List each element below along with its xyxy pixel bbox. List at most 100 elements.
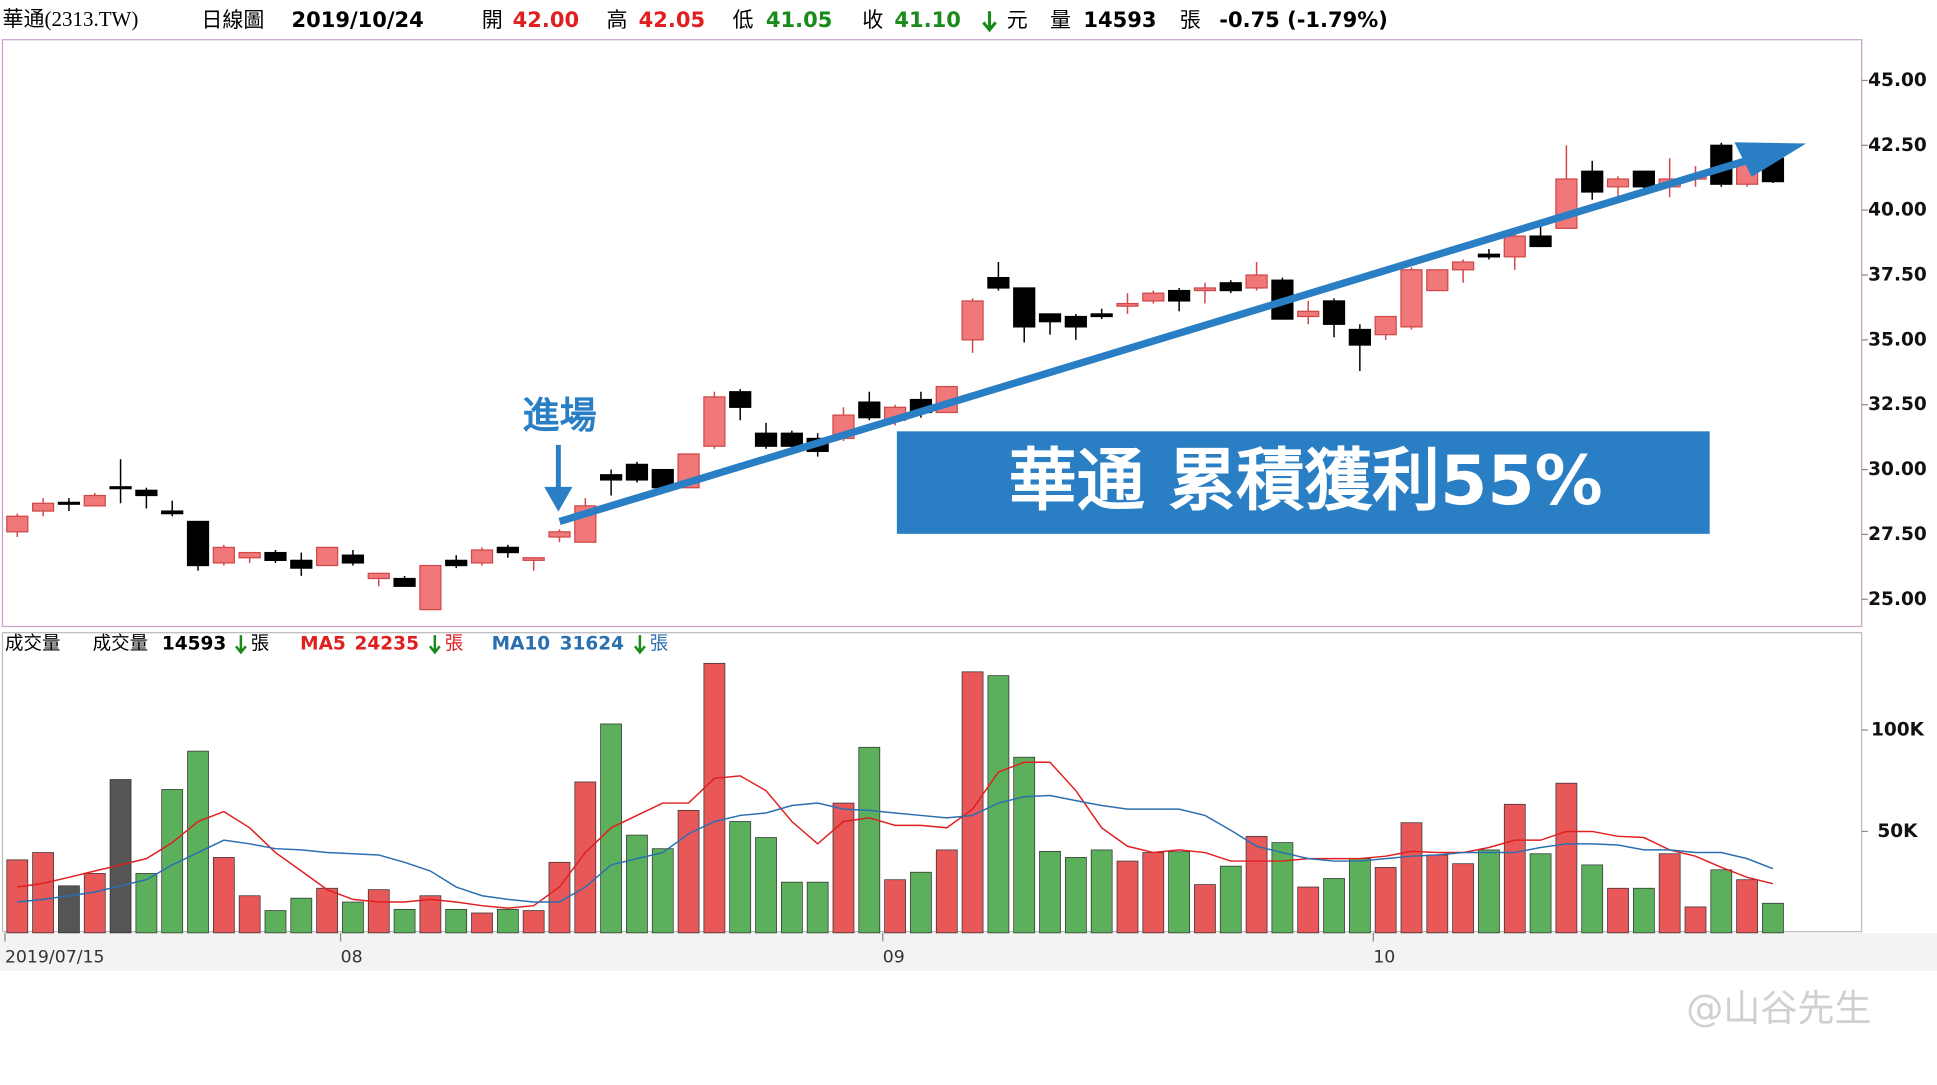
volume-bar <box>1684 906 1707 934</box>
down-arrow <box>234 635 247 655</box>
volume-bar <box>161 789 184 934</box>
legend-unit: 張 <box>445 633 464 654</box>
y-tick-label: 37.50 <box>1868 265 1927 286</box>
volume-bar <box>987 675 1010 934</box>
y-tick-label: 30.00 <box>1868 459 1927 480</box>
candle-body <box>1142 292 1165 302</box>
candle-body <box>393 577 416 587</box>
candle-body <box>1581 170 1604 193</box>
candle-body <box>1632 170 1655 188</box>
volume-bar <box>1142 852 1165 934</box>
volume-bar <box>1478 849 1500 934</box>
candle-body <box>315 546 339 567</box>
annotations: 進場 華通 累積獲利55% @山谷先生 <box>523 142 1872 1030</box>
volume-bar <box>1452 863 1474 934</box>
legend-value: 14593 <box>162 633 226 654</box>
volume-bar <box>445 908 468 934</box>
volume-bar <box>1168 851 1190 934</box>
volume-bar <box>780 881 803 934</box>
y-tick-label: 40.00 <box>1868 200 1927 221</box>
candle-body <box>1477 253 1501 258</box>
down-arrow <box>982 11 997 33</box>
candle-body <box>1322 300 1346 325</box>
candle-body <box>780 432 803 447</box>
volume-bar <box>1090 849 1113 934</box>
trend-arrow <box>558 154 1756 526</box>
x-axis-band <box>0 932 1937 972</box>
volume-bar <box>212 857 235 934</box>
candle-body <box>1116 302 1139 307</box>
volume-bar <box>858 746 881 934</box>
volume-bar <box>626 834 648 934</box>
volume-bar <box>316 887 338 934</box>
volume-bar <box>1219 865 1242 934</box>
candle-body <box>1374 315 1397 336</box>
volume-bar <box>574 781 597 934</box>
label: 收 <box>862 8 883 32</box>
volume-bar <box>703 662 726 934</box>
close: 41.10 <box>894 8 960 32</box>
candle-body <box>186 520 210 567</box>
label: 量 <box>1050 8 1071 32</box>
candle-body <box>1193 287 1217 292</box>
legend-unit: 張 <box>650 633 669 654</box>
low: 41.05 <box>766 8 832 32</box>
volume-bar <box>1116 860 1139 934</box>
ma-line <box>17 761 1774 909</box>
candle-body <box>57 501 81 505</box>
unit: 張 <box>1180 8 1201 32</box>
header: 華通(2313.TW) 日線圖 2019/10/24 開 42.00 高 42.… <box>2 7 1388 33</box>
volume-bar <box>1762 902 1784 934</box>
stock-name: 華通(2313.TW) <box>2 7 138 31</box>
volume-bar <box>58 885 80 934</box>
candle-body <box>858 401 881 419</box>
candle-body <box>470 549 494 564</box>
volume-bar <box>1736 879 1759 934</box>
candle-body <box>754 432 778 447</box>
volume-bar <box>419 895 442 934</box>
candle-body <box>1090 313 1113 318</box>
candle-body <box>1426 269 1449 292</box>
volume-bar <box>393 908 416 934</box>
candle-body <box>161 510 184 515</box>
x-tick-label: 10 <box>1373 948 1395 968</box>
candle-body <box>83 494 106 507</box>
volume-bar <box>1426 854 1449 934</box>
volume-bar <box>910 871 932 934</box>
candle-body <box>1452 261 1475 271</box>
y-tick-label: 35.00 <box>1868 329 1927 350</box>
volume-bar <box>1348 858 1371 934</box>
candle-body <box>1064 315 1087 328</box>
x-tick-label: 2019/07/15 <box>5 948 105 968</box>
legend-name: 成交量 <box>93 633 149 654</box>
volume-bar <box>367 889 390 934</box>
panel-title: 成交量 <box>5 633 61 654</box>
volume-bar <box>1297 886 1320 934</box>
volume-bar <box>1658 853 1681 934</box>
volume-bar <box>342 901 364 934</box>
open: 42.00 <box>513 8 579 32</box>
volume-bar <box>1529 853 1552 934</box>
volume-bar <box>471 912 493 934</box>
label: 高 <box>607 8 628 32</box>
candle-body <box>496 546 519 554</box>
legend-unit: 張 <box>251 633 270 654</box>
candle-body <box>445 559 468 567</box>
candle-body <box>419 564 442 611</box>
trend-arrowhead <box>1734 142 1807 177</box>
plot: 25.00 27.50 30.00 32.50 35.00 37.50 40.00 42.50… <box>4 70 1927 968</box>
x-tick-label: 08 <box>341 948 363 968</box>
volume-bar <box>1374 866 1397 934</box>
volume-bar <box>1632 887 1655 934</box>
volume-bar <box>935 849 958 934</box>
volume-bar <box>729 821 752 934</box>
volume-bar <box>1503 803 1526 934</box>
down-arrow <box>428 635 441 655</box>
legend-name: MA5 <box>300 633 346 654</box>
candle-body <box>290 559 313 569</box>
y-tick-label: 42.50 <box>1868 135 1927 156</box>
currency: 元 <box>1007 8 1028 32</box>
candle-body <box>1400 269 1423 328</box>
volume-bar <box>884 879 906 934</box>
